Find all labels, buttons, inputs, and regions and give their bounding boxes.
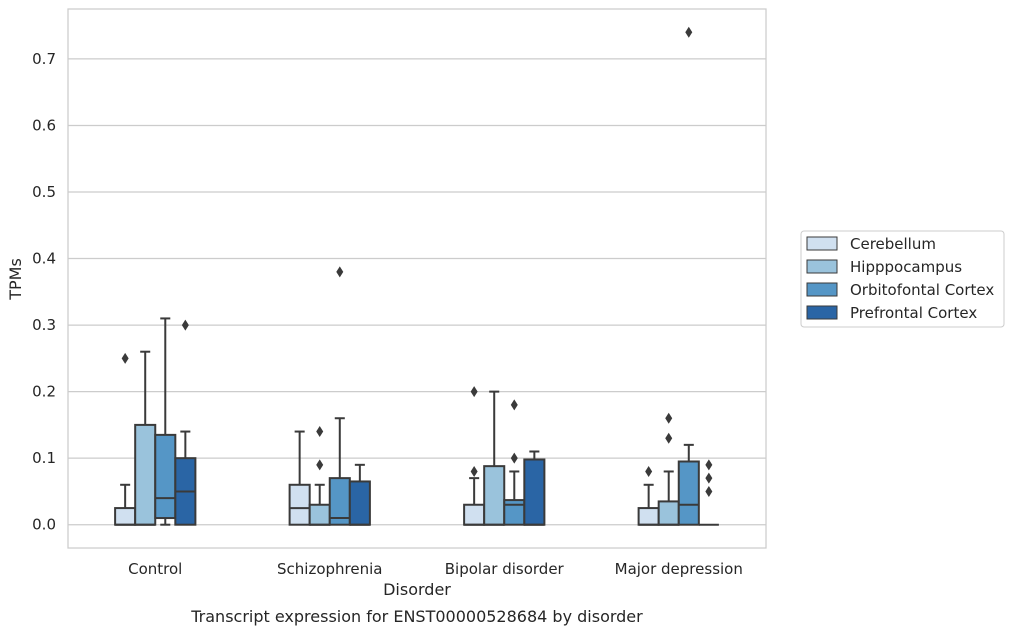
legend-swatch xyxy=(806,259,838,274)
x-axis-title: Disorder xyxy=(383,580,451,599)
box-cerebellum-2 xyxy=(463,386,486,526)
legend-swatch xyxy=(806,282,838,297)
box-hipppocampus-2 xyxy=(483,390,506,526)
outlier-point xyxy=(181,319,189,331)
y-tick-labels: 0.0 0.1 0.2 0.3 0.4 0.5 0.6 0.7 xyxy=(32,50,56,534)
y-tick-label: 0.5 xyxy=(32,183,56,201)
box-body xyxy=(308,503,331,526)
y-tick-label: 0.7 xyxy=(32,50,56,68)
x-tick-label: Bipolar disorder xyxy=(445,560,565,578)
y-tick-label: 0.0 xyxy=(32,516,56,534)
box-body xyxy=(637,507,660,526)
legend-frame xyxy=(800,230,1005,328)
chart-caption: Transcript expression for ENST0000052868… xyxy=(190,607,643,626)
outlier-point xyxy=(316,459,324,471)
outlier-point xyxy=(685,26,693,38)
outlier-point xyxy=(705,485,713,497)
box-prefrontal-cortex-3 xyxy=(698,459,719,526)
box-orbitofontal-cortex-1 xyxy=(328,266,351,526)
legend-label: Prefrontal Cortex xyxy=(850,304,977,322)
outlier-point xyxy=(665,432,673,444)
outlier-point xyxy=(316,426,324,438)
legend-swatch xyxy=(806,305,838,320)
boxes xyxy=(114,26,719,526)
box-body xyxy=(657,500,680,526)
outlier-point xyxy=(121,352,129,364)
box-orbitofontal-cortex-2 xyxy=(503,399,526,526)
legend-label: Orbitofontal Cortex xyxy=(850,281,994,299)
box-prefrontal-cortex-1 xyxy=(348,463,371,526)
plot-area-frame xyxy=(67,8,767,549)
outlier-point xyxy=(510,452,518,464)
y-tick-label: 0.3 xyxy=(32,316,56,334)
box-hipppocampus-1 xyxy=(308,426,331,526)
box-body xyxy=(114,507,137,526)
box-body xyxy=(288,483,311,526)
x-tick-label: Control xyxy=(128,560,182,578)
y-tick-label: 0.4 xyxy=(32,250,56,268)
x-tick-labels: Control Schizophrenia Bipolar disorder Majo… xyxy=(128,560,743,578)
box-body xyxy=(677,460,700,526)
box-orbitofontal-cortex-0 xyxy=(154,317,177,526)
outlier-point xyxy=(645,465,653,477)
box-body xyxy=(463,503,486,526)
outlier-point xyxy=(470,465,478,477)
box-body xyxy=(483,465,506,526)
box-body xyxy=(523,458,546,526)
y-axis-title: TPMs xyxy=(6,258,25,301)
outlier-point xyxy=(510,399,518,411)
legend-label: Cerebellum xyxy=(850,235,936,253)
outlier-point xyxy=(705,459,713,471)
legend-swatch xyxy=(806,236,838,251)
outlier-point xyxy=(705,472,713,484)
legend: Cerebellum Hipppocampus Orbitofontal Corte… xyxy=(800,230,1005,328)
box-body xyxy=(134,423,157,526)
box-cerebellum-0 xyxy=(114,352,137,526)
x-tick-label: Major depression xyxy=(615,560,743,578)
outlier-point xyxy=(470,386,478,398)
x-tick-label: Schizophrenia xyxy=(277,560,382,578)
box-prefrontal-cortex-2 xyxy=(523,450,546,526)
box-hipppocampus-0 xyxy=(134,350,157,526)
box-cerebellum-3 xyxy=(637,465,660,526)
y-tick-label: 0.6 xyxy=(32,116,56,134)
box-orbitofontal-cortex-3 xyxy=(677,26,700,526)
box-hipppocampus-3 xyxy=(657,412,680,526)
box-cerebellum-1 xyxy=(288,430,311,526)
outlier-point xyxy=(336,266,344,278)
box-body xyxy=(348,480,371,526)
outlier-point xyxy=(665,412,673,424)
y-tick-label: 0.2 xyxy=(32,383,56,401)
box-prefrontal-cortex-0 xyxy=(174,319,197,526)
box-body xyxy=(154,433,177,520)
y-tick-label: 0.1 xyxy=(32,449,56,467)
legend-label: Hipppocampus xyxy=(850,258,962,276)
